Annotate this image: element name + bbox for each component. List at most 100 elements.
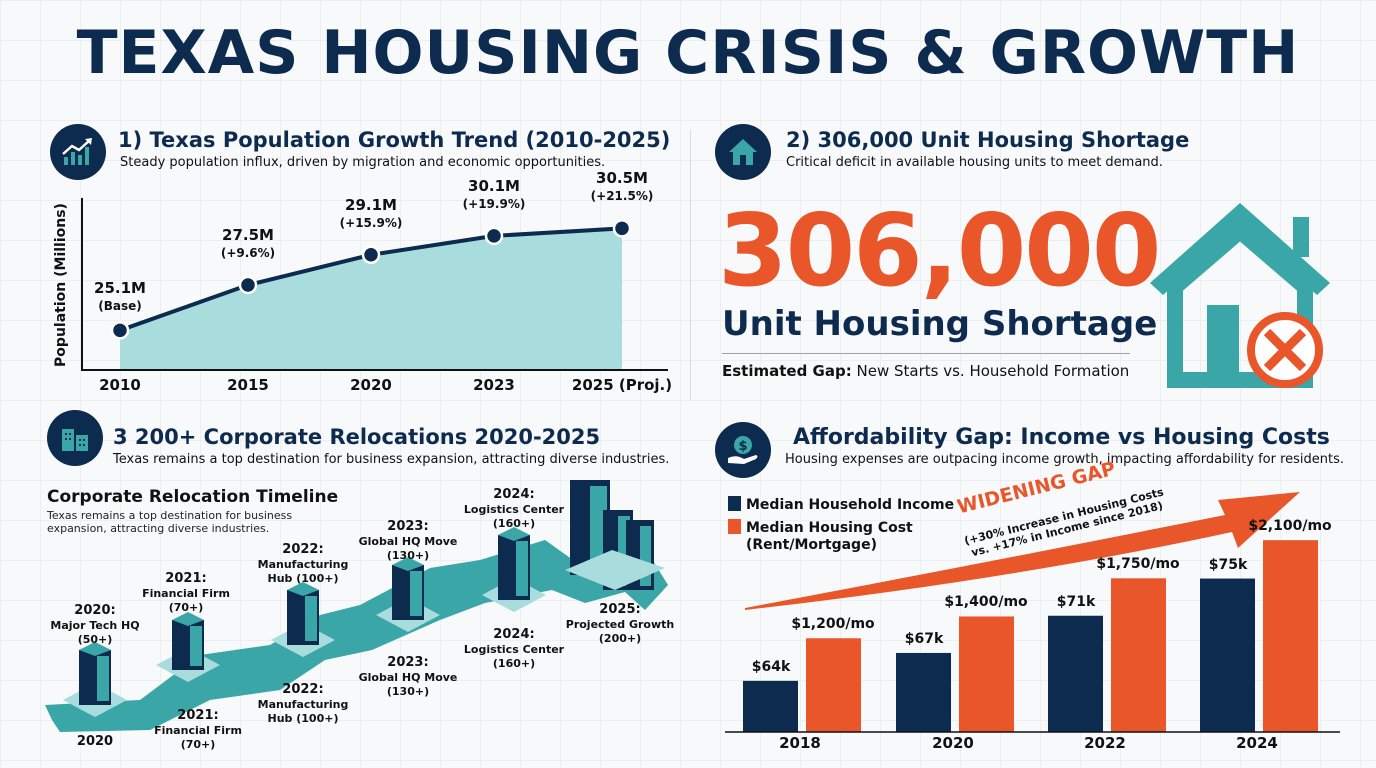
text: (Rent/Mortgage) bbox=[746, 537, 877, 553]
text: 2021: bbox=[165, 571, 207, 586]
text: Manufacturing bbox=[257, 558, 349, 571]
text: $64k bbox=[751, 658, 791, 675]
section2-title: 2) 306,000 Unit Housing Shortage bbox=[786, 128, 1190, 152]
text: 2023 bbox=[473, 376, 515, 394]
text: Logistics Center bbox=[463, 643, 565, 656]
office-buildings-icon bbox=[47, 410, 103, 466]
gap-text: New Starts vs. Household Formation bbox=[856, 362, 1130, 380]
text: $67k bbox=[904, 630, 944, 647]
x-tick-label: 2015 bbox=[227, 376, 269, 394]
bar-label-income: $75k bbox=[1209, 557, 1248, 574]
text: Financial Firm bbox=[154, 724, 242, 737]
text: 2025 (Proj.) bbox=[571, 376, 673, 394]
axes bbox=[81, 198, 668, 371]
gap-label: Estimated Gap: bbox=[722, 362, 852, 380]
text: Median Housing Cost bbox=[746, 520, 913, 536]
text: 2025: bbox=[599, 602, 641, 617]
section4-title: Affordability Gap: Income vs Housing Cos… bbox=[793, 425, 1330, 450]
building-roof bbox=[498, 527, 530, 541]
building-windows bbox=[410, 571, 422, 616]
text: $75k bbox=[1208, 556, 1248, 573]
text: $2,100/mo bbox=[1248, 518, 1332, 535]
point-label: 29.1M (+15.9%) bbox=[339, 196, 403, 232]
text: 2022: bbox=[282, 542, 324, 557]
x-tick-label: 2020 bbox=[350, 376, 392, 394]
legend-swatch bbox=[728, 496, 741, 511]
money-hand-icon: $ bbox=[715, 422, 771, 478]
x-tick-label: 2025 (Proj.) bbox=[572, 376, 672, 394]
text: 2024: bbox=[493, 627, 535, 642]
bar-label-income: $67k bbox=[905, 631, 944, 648]
timeline-label-upper: 2022: Manufacturing Hub (100+) bbox=[258, 542, 349, 586]
data-point bbox=[110, 321, 130, 340]
text: 2018 bbox=[779, 734, 821, 752]
building-roof bbox=[79, 642, 111, 656]
text: Hub (100+) bbox=[267, 572, 339, 585]
house-icon bbox=[715, 124, 771, 180]
x-tick-label: 2024 bbox=[1236, 734, 1278, 752]
building-windows bbox=[305, 596, 317, 641]
text: Manufacturing bbox=[257, 698, 349, 711]
timeline-label-upper: 2025: Projected Growth (200+) bbox=[566, 602, 674, 646]
text: Logistics Center bbox=[463, 503, 565, 516]
legend-item-income: Median Household Income bbox=[728, 496, 954, 514]
shortage-number: 306,000 bbox=[718, 192, 1161, 309]
point-label: 27.5M (+9.6%) bbox=[221, 227, 275, 262]
bar-housing-cost bbox=[1111, 578, 1166, 732]
shortage-label: Unit Housing Shortage bbox=[722, 304, 1158, 344]
text: Global HQ Move bbox=[358, 671, 458, 684]
x-tick-label: 2018 bbox=[779, 734, 821, 752]
bar-income bbox=[896, 652, 951, 732]
text: (70+) bbox=[180, 738, 216, 751]
bar-label-cost: $1,200/mo bbox=[791, 616, 874, 633]
text: 27.5M bbox=[222, 226, 274, 244]
text: $1,200/mo bbox=[791, 616, 875, 633]
section3-subtitle: Texas remains a top destination for busi… bbox=[113, 452, 670, 467]
point-label: 25.1M (Base) bbox=[94, 280, 146, 315]
text: Median Household Income bbox=[746, 497, 955, 513]
section1-subtitle: Steady population influx, driven by migr… bbox=[120, 155, 606, 170]
bar-label-income: $71k bbox=[1057, 594, 1096, 611]
building-windows bbox=[590, 486, 607, 571]
section4-subtitle: Housing expenses are outpacing income gr… bbox=[785, 452, 1345, 467]
point-label: 30.5M (+21.5%) bbox=[591, 170, 654, 205]
text: (50+) bbox=[77, 633, 113, 646]
bar-housing-cost bbox=[806, 638, 861, 732]
text: 30.5M bbox=[596, 169, 648, 188]
text: 2023: bbox=[387, 655, 429, 670]
timeline-label-lower: 2022: Manufacturing Hub (100+) bbox=[258, 682, 349, 726]
trending-up-chart-icon bbox=[50, 124, 106, 180]
legend-item-cost: Median Housing Cost (Rent/Mortgage) bbox=[728, 519, 954, 554]
x-tick-label: 2010 bbox=[99, 376, 141, 394]
timeline-label-lower: 2021: Financial Firm (70+) bbox=[154, 708, 242, 752]
text: $1,750/mo bbox=[1096, 556, 1180, 573]
timeline-label-lower: 2020 bbox=[77, 734, 113, 750]
point-label: 30.1M (+19.9%) bbox=[463, 177, 526, 213]
text: (70+) bbox=[168, 601, 204, 614]
text: Projected Growth bbox=[565, 618, 675, 631]
text: 2022: bbox=[282, 682, 324, 697]
legend: Median Household Income Median Housing C… bbox=[728, 496, 954, 554]
data-point bbox=[612, 219, 632, 238]
svg-text:$: $ bbox=[738, 439, 747, 454]
text: (+21.5%) bbox=[590, 189, 654, 204]
text: $1,400/mo bbox=[944, 594, 1028, 611]
divider bbox=[722, 353, 1130, 354]
text: (160+) bbox=[492, 517, 536, 530]
section2-subtitle: Critical deficit in available housing un… bbox=[786, 155, 1163, 170]
text: 25.1M bbox=[94, 279, 146, 298]
building-roof bbox=[392, 557, 424, 571]
bar-label-cost: $2,100/mo bbox=[1248, 518, 1331, 535]
house-with-x-icon bbox=[1150, 203, 1330, 388]
timeline-title: Corporate Relocation Timeline bbox=[47, 487, 339, 507]
text: 2010 bbox=[99, 376, 141, 394]
building-base bbox=[565, 550, 665, 590]
divider bbox=[690, 130, 691, 400]
text: (+9.6%) bbox=[220, 246, 276, 260]
bar-label-income: $64k bbox=[752, 659, 791, 676]
text: (+15.9%) bbox=[339, 215, 403, 230]
timeline-label-lower: 2024: Logistics Center (160+) bbox=[464, 627, 564, 671]
text: (160+) bbox=[492, 657, 536, 670]
section1-title: 1) Texas Population Growth Trend (2010-2… bbox=[118, 128, 671, 152]
timeline-label-upper: 2023: Global HQ Move (130+) bbox=[359, 519, 458, 563]
